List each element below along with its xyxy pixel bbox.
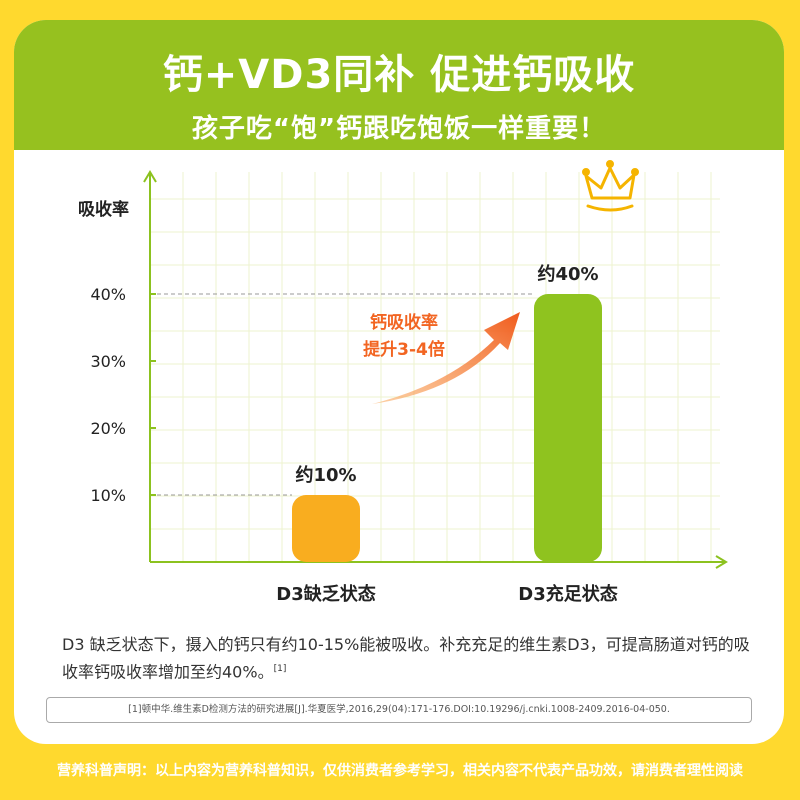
annotation-line-2: 提升3-4倍 [363, 339, 445, 360]
reference-citation: [1]顿中华.维生素D检测方法的研究进展[J].华夏医学,2016,29(04)… [46, 697, 752, 723]
description-text: D3 缺乏状态下，摄入的钙只有约10-15%能被吸收。补充充足的维生素D3，可提… [62, 635, 750, 682]
bars [292, 294, 602, 562]
y-axis-arrow [143, 170, 157, 183]
bar-value-label: 约40% [537, 263, 598, 285]
page-title: 钙+VD3同补 促进钙吸收 [162, 52, 636, 98]
bar [534, 294, 602, 562]
x-tick-labels: D3缺乏状态 D3充足状态 [276, 583, 617, 605]
disclaimer-footer: 营养科普声明：以上内容为营养科普知识，仅供消费者参考学习，相关内容不代表产品功效… [57, 763, 743, 779]
content-card: 钙+VD3同补 促进钙吸收 孩子吃“饱”钙跟吃饱饭一样重要！ [14, 20, 784, 744]
page-subtitle: 孩子吃“饱”钙跟吃饱饭一样重要！ [191, 114, 607, 144]
bar-value-label: 约10% [295, 464, 356, 486]
chart-grid [150, 172, 720, 562]
chart-axes [143, 170, 728, 569]
y-tick-label: 40% [90, 285, 126, 304]
y-tick-label: 30% [90, 352, 126, 371]
y-tick-label: 20% [90, 419, 126, 438]
category-label: D3充足状态 [518, 583, 617, 605]
x-axis-arrow [715, 555, 728, 569]
data-labels: 约10% 约40% [295, 263, 598, 486]
header-banner: 钙+VD3同补 促进钙吸收 孩子吃“饱”钙跟吃饱饭一样重要！ [14, 20, 784, 150]
reference-lines [150, 293, 534, 496]
reference-mark: [1] [273, 664, 287, 674]
y-tick-labels: 10% 20% 30% 40% [90, 285, 126, 505]
category-label: D3缺乏状态 [276, 583, 375, 605]
annotation-line-1: 钙吸收率 [370, 312, 438, 333]
y-tick-label: 10% [90, 486, 126, 505]
description: D3 缺乏状态下，摄入的钙只有约10-15%能被吸收。补充充足的维生素D3，可提… [62, 632, 752, 684]
y-axis-label: 吸收率 [78, 199, 129, 220]
bar [292, 495, 360, 562]
crown-icon [582, 160, 639, 212]
increase-arrow [372, 312, 520, 404]
